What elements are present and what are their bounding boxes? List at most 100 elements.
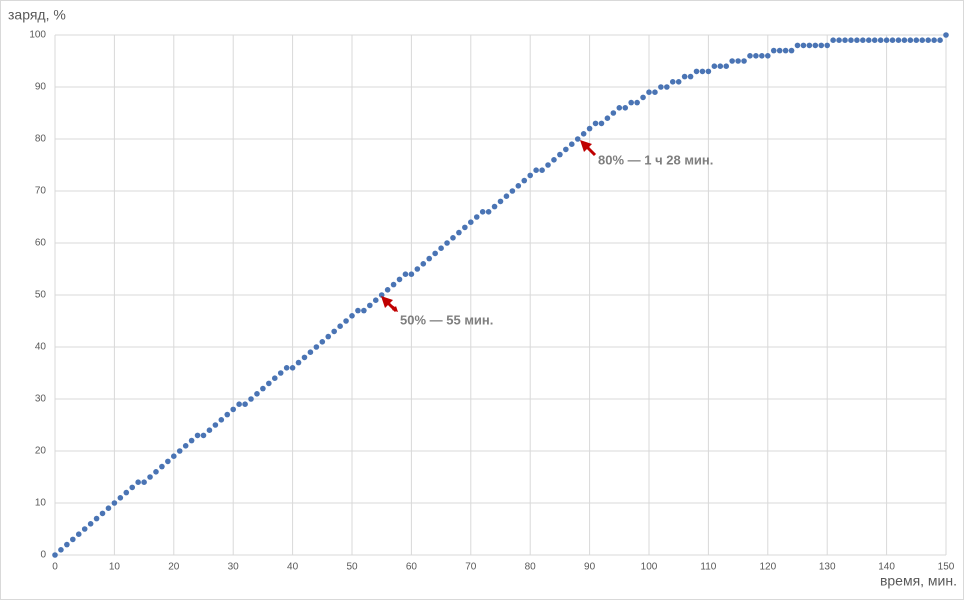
point xyxy=(527,172,533,179)
y-tick-label: 10 xyxy=(35,498,47,509)
point xyxy=(123,489,130,496)
x-tick-label: 30 xyxy=(228,562,240,573)
point xyxy=(64,541,70,548)
point xyxy=(289,365,296,371)
point xyxy=(188,437,195,444)
x-tick-label: 10 xyxy=(109,562,121,573)
point xyxy=(390,281,397,288)
point xyxy=(824,42,830,49)
point xyxy=(664,84,670,90)
point xyxy=(723,63,730,69)
point xyxy=(759,53,765,59)
y-tick-label: 50 xyxy=(35,290,47,301)
annotation: 80% — 1 ч 28 мин. xyxy=(598,152,713,167)
point xyxy=(931,37,937,43)
point xyxy=(652,89,658,95)
point xyxy=(444,240,450,246)
point xyxy=(563,146,569,153)
point xyxy=(52,552,58,558)
y-axis-title: заряд, % xyxy=(8,7,66,23)
point xyxy=(551,157,557,163)
point xyxy=(883,37,890,43)
point xyxy=(254,391,260,397)
point xyxy=(675,79,682,85)
point xyxy=(485,209,492,215)
point xyxy=(171,453,177,460)
point xyxy=(271,375,278,382)
point xyxy=(408,271,415,278)
point xyxy=(598,120,605,127)
point xyxy=(473,214,480,220)
point xyxy=(877,37,884,43)
point xyxy=(200,432,207,439)
point xyxy=(307,349,314,356)
point xyxy=(176,448,183,454)
point xyxy=(224,411,231,418)
point xyxy=(669,79,676,85)
point xyxy=(159,463,165,470)
point xyxy=(153,469,159,475)
point xyxy=(937,37,943,43)
point xyxy=(640,94,646,101)
point xyxy=(313,344,320,350)
point xyxy=(301,354,308,361)
point xyxy=(248,396,254,402)
point xyxy=(610,110,617,116)
point xyxy=(468,219,474,225)
point xyxy=(687,73,694,80)
point xyxy=(860,37,866,43)
y-tick-label: 60 xyxy=(35,238,47,249)
x-tick-label: 60 xyxy=(406,562,418,573)
point xyxy=(432,250,438,257)
point xyxy=(206,427,213,434)
point xyxy=(497,198,504,205)
point xyxy=(913,37,920,43)
point xyxy=(93,515,100,522)
point xyxy=(681,73,688,80)
point xyxy=(580,131,587,137)
point xyxy=(782,47,789,54)
point xyxy=(812,42,819,49)
point xyxy=(105,505,112,512)
point xyxy=(634,99,640,106)
point xyxy=(182,443,189,449)
point xyxy=(81,526,88,532)
point xyxy=(646,89,652,95)
point xyxy=(741,58,747,64)
point xyxy=(919,37,926,43)
point xyxy=(87,521,94,527)
point xyxy=(539,167,545,173)
point xyxy=(295,359,302,366)
point xyxy=(75,531,82,537)
point xyxy=(586,125,593,132)
point xyxy=(349,313,355,319)
point xyxy=(218,417,225,423)
point xyxy=(230,406,236,413)
point xyxy=(165,458,171,465)
point xyxy=(717,63,724,69)
point xyxy=(343,318,349,324)
point xyxy=(337,323,343,330)
point xyxy=(372,297,379,304)
x-tick-label: 70 xyxy=(465,562,477,573)
point xyxy=(325,333,332,340)
point xyxy=(491,203,498,210)
y-tick-label: 40 xyxy=(35,342,47,353)
point xyxy=(111,500,118,506)
point xyxy=(384,287,391,293)
point xyxy=(331,328,337,335)
point xyxy=(895,37,902,43)
x-tick-label: 50 xyxy=(346,562,358,573)
point xyxy=(854,37,860,43)
point xyxy=(283,365,290,371)
plot-area: 0 10 20 30 40 50 60 70 80 90 100 0 10 20 30 40 50 60 70 80 9… xyxy=(29,30,954,573)
x-tick-label: 110 xyxy=(700,562,716,573)
point xyxy=(889,37,896,43)
point xyxy=(521,177,528,184)
point xyxy=(236,401,242,408)
point xyxy=(260,385,266,392)
point xyxy=(568,141,575,147)
point xyxy=(99,510,106,517)
y-tick-label: 80 xyxy=(35,134,47,145)
